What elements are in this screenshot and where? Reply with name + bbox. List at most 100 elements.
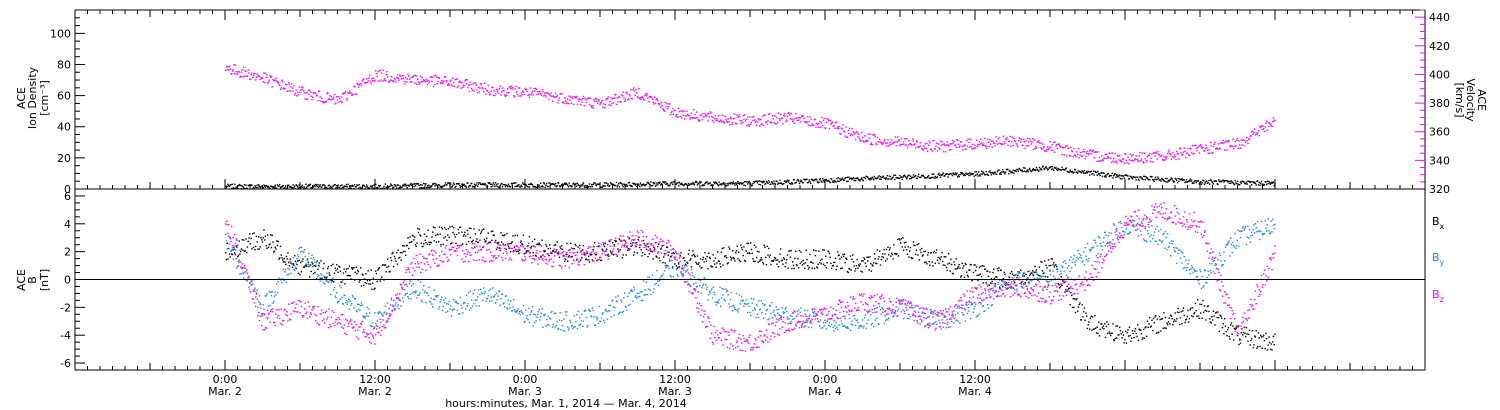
ion-density-point [461, 183, 463, 185]
bx-point [1269, 341, 1271, 344]
velocity-point [777, 121, 779, 123]
velocity-point [672, 107, 674, 110]
ion-density-point [1229, 180, 1231, 183]
velocity-point [759, 125, 761, 127]
by-point [591, 316, 593, 318]
ion-density-point [776, 180, 778, 183]
velocity-point [451, 85, 453, 87]
by-point [627, 304, 630, 307]
ion-density-point [1203, 180, 1205, 182]
ion-density-point [234, 183, 236, 185]
bx-point [795, 250, 797, 252]
by-point [714, 293, 716, 296]
velocity-point [1161, 154, 1163, 156]
ion-density-point [864, 177, 867, 180]
bx-point [1195, 309, 1197, 312]
bx-point [780, 248, 782, 250]
by-point [272, 302, 274, 304]
bx-point [288, 261, 290, 264]
bx-point [1014, 274, 1017, 276]
bx-point [1068, 287, 1071, 290]
bx-point [1071, 294, 1073, 297]
by-point [567, 329, 570, 331]
bx-point [1252, 347, 1254, 349]
ion-density-point [732, 183, 734, 185]
by-point [225, 240, 228, 242]
by-point [447, 310, 449, 313]
ion-density-point [851, 178, 853, 181]
by-point [732, 305, 735, 307]
bx-point [601, 248, 603, 250]
velocity-point [422, 80, 424, 83]
bx-point [667, 254, 669, 257]
velocity-point [765, 121, 767, 123]
velocity-point [721, 114, 723, 117]
by-point [307, 263, 309, 265]
velocity-point [813, 124, 815, 126]
ion-density-point [783, 183, 785, 185]
velocity-point [1116, 154, 1119, 156]
by-point [702, 283, 705, 285]
velocity-point [1049, 140, 1051, 143]
by-point [579, 323, 582, 326]
bx-point [666, 246, 668, 249]
bx-point [725, 254, 727, 257]
by-point [458, 313, 460, 315]
ion-density-point [1056, 169, 1059, 171]
velocity-point [1221, 142, 1224, 144]
ion-density-point [318, 186, 320, 188]
bx-point [843, 253, 846, 255]
by-point [383, 312, 385, 314]
bx-point [882, 256, 885, 258]
velocity-point [317, 99, 319, 102]
bx-point [543, 250, 546, 253]
velocity-point [868, 137, 870, 139]
bx-point [717, 251, 719, 253]
bx-point [252, 233, 254, 235]
by-point [389, 314, 391, 317]
by-point [522, 304, 525, 307]
velocity-point [456, 86, 459, 89]
velocity-point [450, 84, 453, 86]
bx-point [443, 237, 445, 239]
velocity-point [670, 111, 672, 114]
by-point [696, 286, 698, 288]
by-point [359, 309, 361, 312]
ion-density-point [633, 182, 636, 185]
velocity-point [948, 145, 950, 147]
velocity-point [693, 108, 695, 111]
ion-density-point [789, 182, 791, 185]
ion-density-point [999, 173, 1001, 175]
velocity-point [867, 133, 870, 135]
velocity-point [978, 140, 981, 143]
by-point [293, 268, 295, 270]
bx-point [429, 243, 431, 246]
ion-density-point [786, 180, 788, 183]
ion-density-point [612, 183, 615, 186]
velocity-point [612, 97, 614, 100]
bx-point [750, 248, 753, 251]
bx-point [1184, 321, 1186, 324]
by-point [365, 315, 367, 317]
bx-point [384, 264, 387, 266]
by-point [692, 274, 694, 277]
velocity-point [1237, 147, 1239, 150]
bx-point [823, 249, 825, 251]
by-point [513, 298, 515, 301]
ion-density-point [371, 186, 373, 189]
velocity-point [556, 94, 558, 96]
by-point [570, 321, 572, 323]
velocity-point [454, 78, 456, 81]
velocity-point [621, 94, 623, 96]
ion-density-point [888, 175, 891, 177]
bx-point [1040, 261, 1042, 263]
by-point [240, 273, 243, 275]
bx-point [303, 266, 305, 268]
bx-point [399, 251, 402, 254]
velocity-point [1245, 136, 1248, 139]
bx-point [252, 246, 255, 249]
velocity-point [398, 79, 400, 82]
bx-point [1080, 319, 1082, 321]
ion-density-point [657, 184, 659, 186]
